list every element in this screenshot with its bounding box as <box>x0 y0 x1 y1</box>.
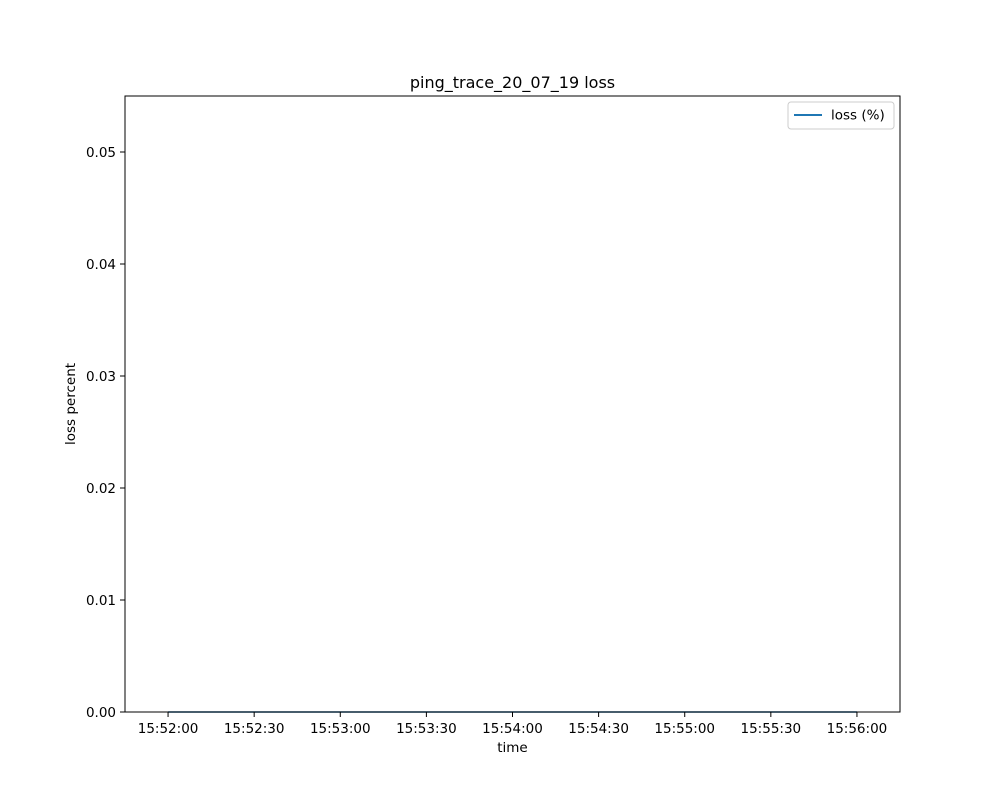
y-tick-label: 0.03 <box>86 369 116 385</box>
x-axis-label: time <box>497 740 528 756</box>
x-axis: 15:52:00 15:52:30 15:53:00 15:53:30 15:54:00… <box>138 712 888 737</box>
legend-box <box>787 101 895 130</box>
x-tick-label: 15:54:30 <box>568 721 629 737</box>
y-tick-label: 0.04 <box>86 257 116 273</box>
x-tick-label: 15:53:00 <box>310 721 371 737</box>
y-tick-label: 0.02 <box>86 481 116 497</box>
y-tick-label: 0.05 <box>86 145 116 161</box>
x-tick-label: 15:52:30 <box>224 721 285 737</box>
legend: loss (%) <box>787 101 895 130</box>
x-tick-label: 15:54:00 <box>482 721 543 737</box>
y-axis: 0.00 0.01 0.02 0.03 0.04 0.05 <box>86 145 125 721</box>
x-tick-label: 15:52:00 <box>138 721 199 737</box>
x-tick-label: 15:56:00 <box>827 721 888 737</box>
legend-label-loss: loss (%) <box>831 108 885 124</box>
y-axis-label: loss percent <box>63 363 79 445</box>
x-tick-label: 15:55:30 <box>741 721 802 737</box>
y-tick-label: 0.01 <box>86 593 116 609</box>
x-tick-label: 15:55:00 <box>654 721 715 737</box>
x-tick-label: 15:53:30 <box>396 721 457 737</box>
plot-area <box>125 96 900 712</box>
y-tick-label: 0.00 <box>86 705 116 721</box>
chart-title: ping_trace_20_07_19 loss <box>410 73 615 93</box>
